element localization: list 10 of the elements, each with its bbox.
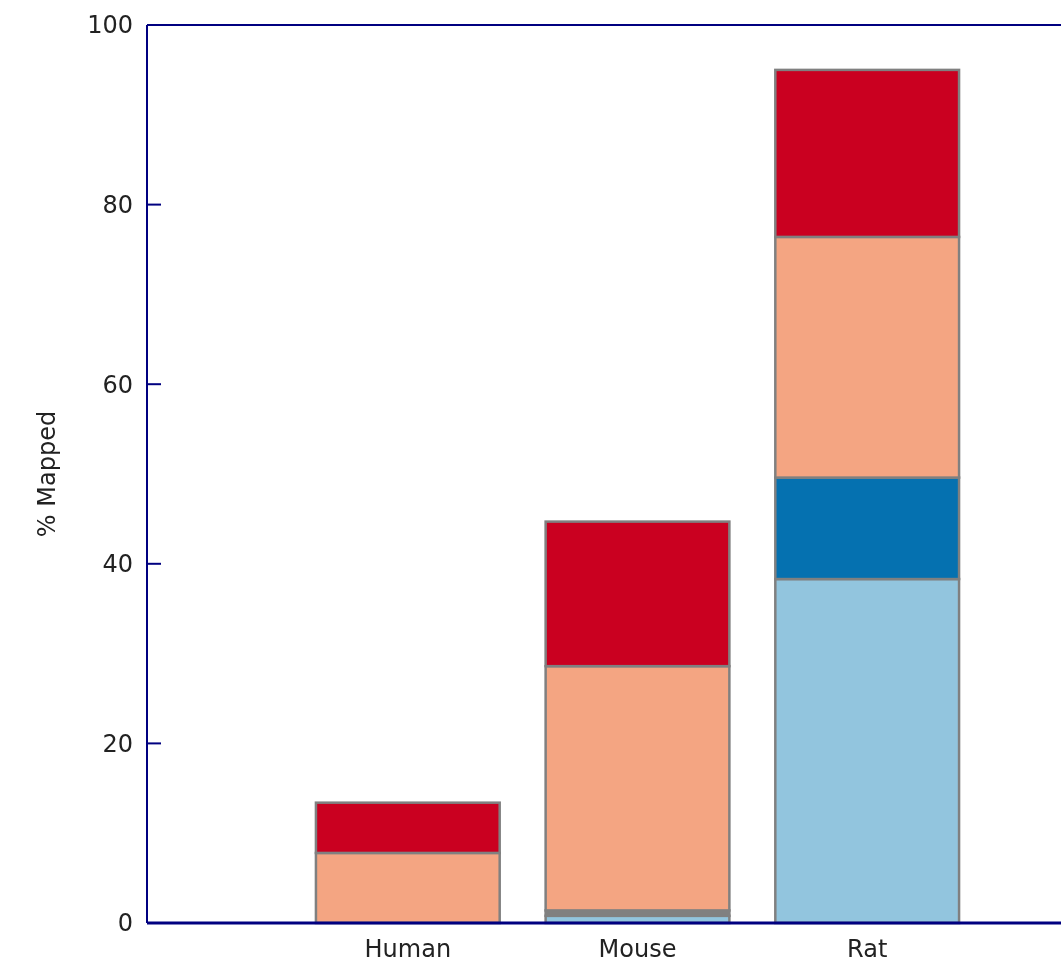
y-tick-label: 40 — [102, 550, 133, 579]
y-tick-label: 100 — [87, 11, 133, 40]
y-axis-title: % Mapped — [33, 410, 61, 538]
y-tick-label: 80 — [102, 191, 133, 219]
y-tick-label: 0 — [117, 909, 133, 938]
x-tick-label: Mouse — [598, 935, 677, 963]
x-tick-label: Human — [364, 935, 452, 963]
x-tick-label: Rat — [847, 935, 888, 963]
y-tick-label: 60 — [102, 370, 133, 399]
y-tick-label: 20 — [102, 729, 133, 758]
